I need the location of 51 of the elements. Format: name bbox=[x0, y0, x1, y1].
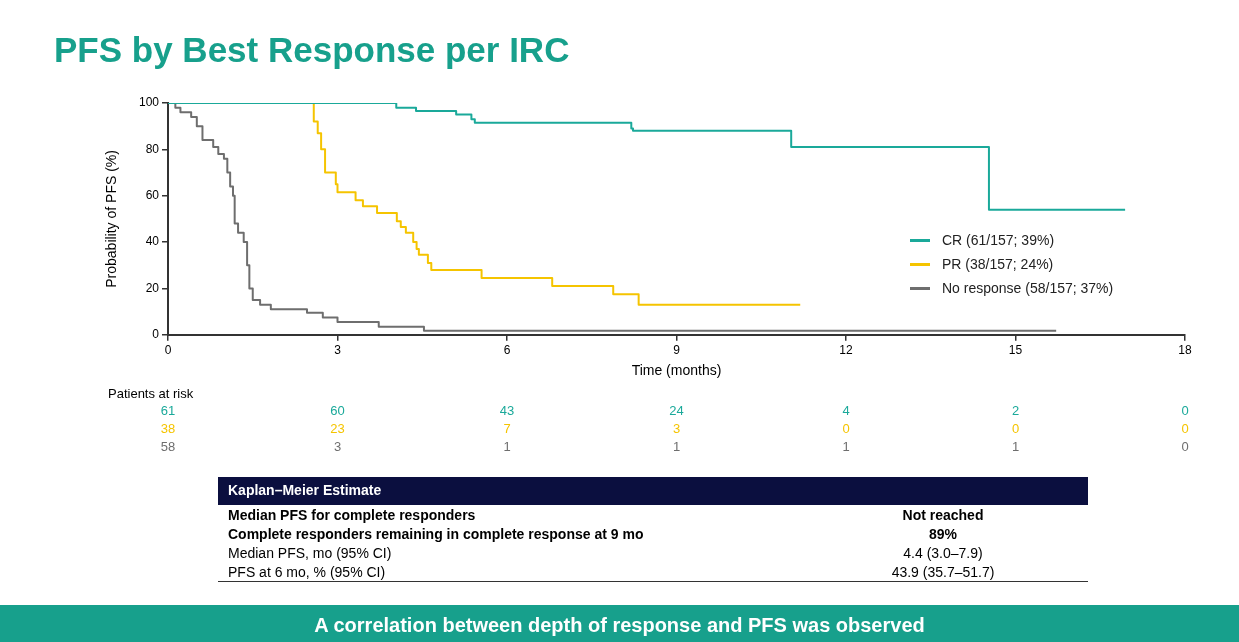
y-tick-label: 0 bbox=[152, 327, 160, 342]
text: Median PFS, mo (95% CI) bbox=[228, 544, 393, 561]
text: PFS at 6 mo, % (95% CI) bbox=[228, 563, 387, 580]
y-tick-label: 80 bbox=[145, 141, 160, 156]
text: 89% bbox=[928, 525, 958, 542]
text: 1 bbox=[1011, 439, 1020, 454]
y-tick-label: 40 bbox=[145, 234, 160, 249]
text: 7 bbox=[503, 421, 511, 436]
text: 24 bbox=[669, 403, 684, 418]
x-axis-title: Time (months) bbox=[631, 362, 722, 379]
text: 38 bbox=[160, 421, 176, 436]
text: 3 bbox=[672, 421, 681, 436]
text: 4 bbox=[842, 403, 850, 418]
text: Not reached bbox=[901, 506, 985, 523]
text: 1 bbox=[842, 439, 850, 454]
text: Median PFS for complete responders bbox=[228, 506, 477, 523]
text: 43.9 (35.7–51.7) bbox=[890, 563, 996, 580]
text: 0 bbox=[1181, 403, 1189, 418]
text: 1 bbox=[672, 439, 681, 454]
x-tick-label: 3 bbox=[334, 343, 342, 358]
text: Patients at risk bbox=[108, 386, 194, 401]
text: A correlation between depth of response and PFS was observed bbox=[0, 605, 1239, 642]
text: 2 bbox=[1011, 403, 1020, 418]
text: 0 bbox=[1181, 421, 1189, 436]
text: 60 bbox=[330, 403, 345, 418]
text: 3 bbox=[333, 439, 342, 454]
text: 61 bbox=[160, 403, 176, 418]
y-axis-title: Probability of PFS (%) bbox=[103, 150, 120, 288]
legend-label: CR (61/157; 39%) bbox=[942, 232, 1055, 248]
y-tick-label: 20 bbox=[145, 280, 160, 295]
text: 0 bbox=[1011, 421, 1020, 436]
legend-label: No response (58/157; 37%) bbox=[942, 280, 1114, 296]
text: 1 bbox=[503, 439, 511, 454]
y-tick-label: 60 bbox=[145, 188, 160, 203]
text: 43 bbox=[499, 403, 515, 418]
x-tick-label: 12 bbox=[839, 343, 853, 358]
x-tick-label: 9 bbox=[673, 343, 681, 358]
text: 58 bbox=[160, 439, 176, 454]
text: 0 bbox=[842, 421, 850, 436]
text: Kaplan–Meier Estimate bbox=[218, 477, 1088, 505]
x-tick-label: 15 bbox=[1008, 343, 1023, 358]
x-tick-label: 18 bbox=[1178, 343, 1192, 358]
text: 4.4 (3.0–7.9) bbox=[902, 544, 984, 561]
y-tick-label: 100 bbox=[138, 95, 160, 110]
legend-label: PR (38/157; 24%) bbox=[942, 256, 1054, 272]
chart-title: PFS by Best Response per IRC bbox=[54, 30, 570, 70]
text: 23 bbox=[330, 421, 345, 436]
text: Complete responders remaining in complete response at 9 mo bbox=[228, 525, 645, 542]
text: 0 bbox=[1181, 439, 1189, 454]
x-tick-label: 6 bbox=[503, 343, 511, 358]
x-tick-label: 0 bbox=[164, 343, 172, 358]
